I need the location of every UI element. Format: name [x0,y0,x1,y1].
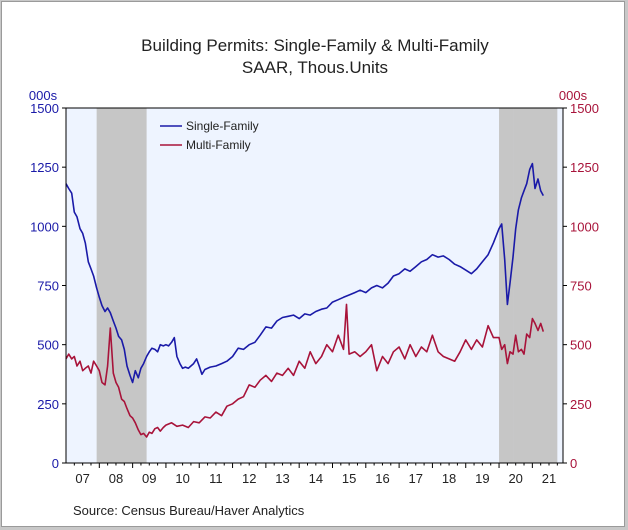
legend: Single-Family Multi-Family [160,119,259,152]
left-tick-label: 1250 [30,160,59,175]
x-tick-label: 19 [475,471,489,486]
recession-band-2 [513,108,558,463]
x-tick-label: 11 [209,471,223,486]
plot-area [66,108,563,463]
recession-band-0 [96,108,147,463]
chart-subtitle: SAAR, Thous.Units [242,58,388,77]
legend-label-multi-family: Multi-Family [186,138,251,152]
left-tick-label: 0 [52,456,59,471]
x-tick-label: 07 [75,471,89,486]
right-tick-label: 1250 [570,160,599,175]
x-tick-label: 15 [342,471,356,486]
x-tick-label: 14 [309,471,323,486]
right-tick-label: 500 [570,338,592,353]
x-tick-label: 20 [508,471,522,486]
axes: 0 0 250 250 500 500 750 750 1000 1000 1250 1250 1500… [30,101,599,486]
left-axis-unit: 000s [29,88,58,103]
series-lines [65,162,545,438]
source-note: Source: Census Bureau/Haver Analytics [73,503,305,518]
series-line-single-family [65,162,545,384]
x-tick-label: 10 [175,471,189,486]
x-tick-label: 17 [409,471,423,486]
left-tick-label: 750 [37,279,59,294]
x-tick-label: 18 [442,471,456,486]
x-tick-label: 12 [242,471,256,486]
x-tick-label: 08 [109,471,123,486]
legend-label-single-family: Single-Family [186,119,259,133]
right-tick-label: 750 [570,279,592,294]
x-tick-label: 21 [542,471,556,486]
left-tick-label: 1000 [30,219,59,234]
x-tick-label: 16 [375,471,389,486]
left-tick-label: 1500 [30,101,59,116]
left-tick-label: 500 [37,338,59,353]
left-tick-label: 250 [37,397,59,412]
right-axis-unit: 000s [559,88,588,103]
x-tick-label: 13 [275,471,289,486]
right-tick-label: 1500 [570,101,599,116]
right-tick-label: 0 [570,456,577,471]
x-tick-label: 09 [142,471,156,486]
chart-title: Building Permits: Single-Family & Multi-… [141,36,489,55]
recession-shading [96,108,558,463]
series-line-multi-family [65,303,545,438]
right-tick-label: 250 [570,397,592,412]
right-tick-label: 1000 [570,219,599,234]
